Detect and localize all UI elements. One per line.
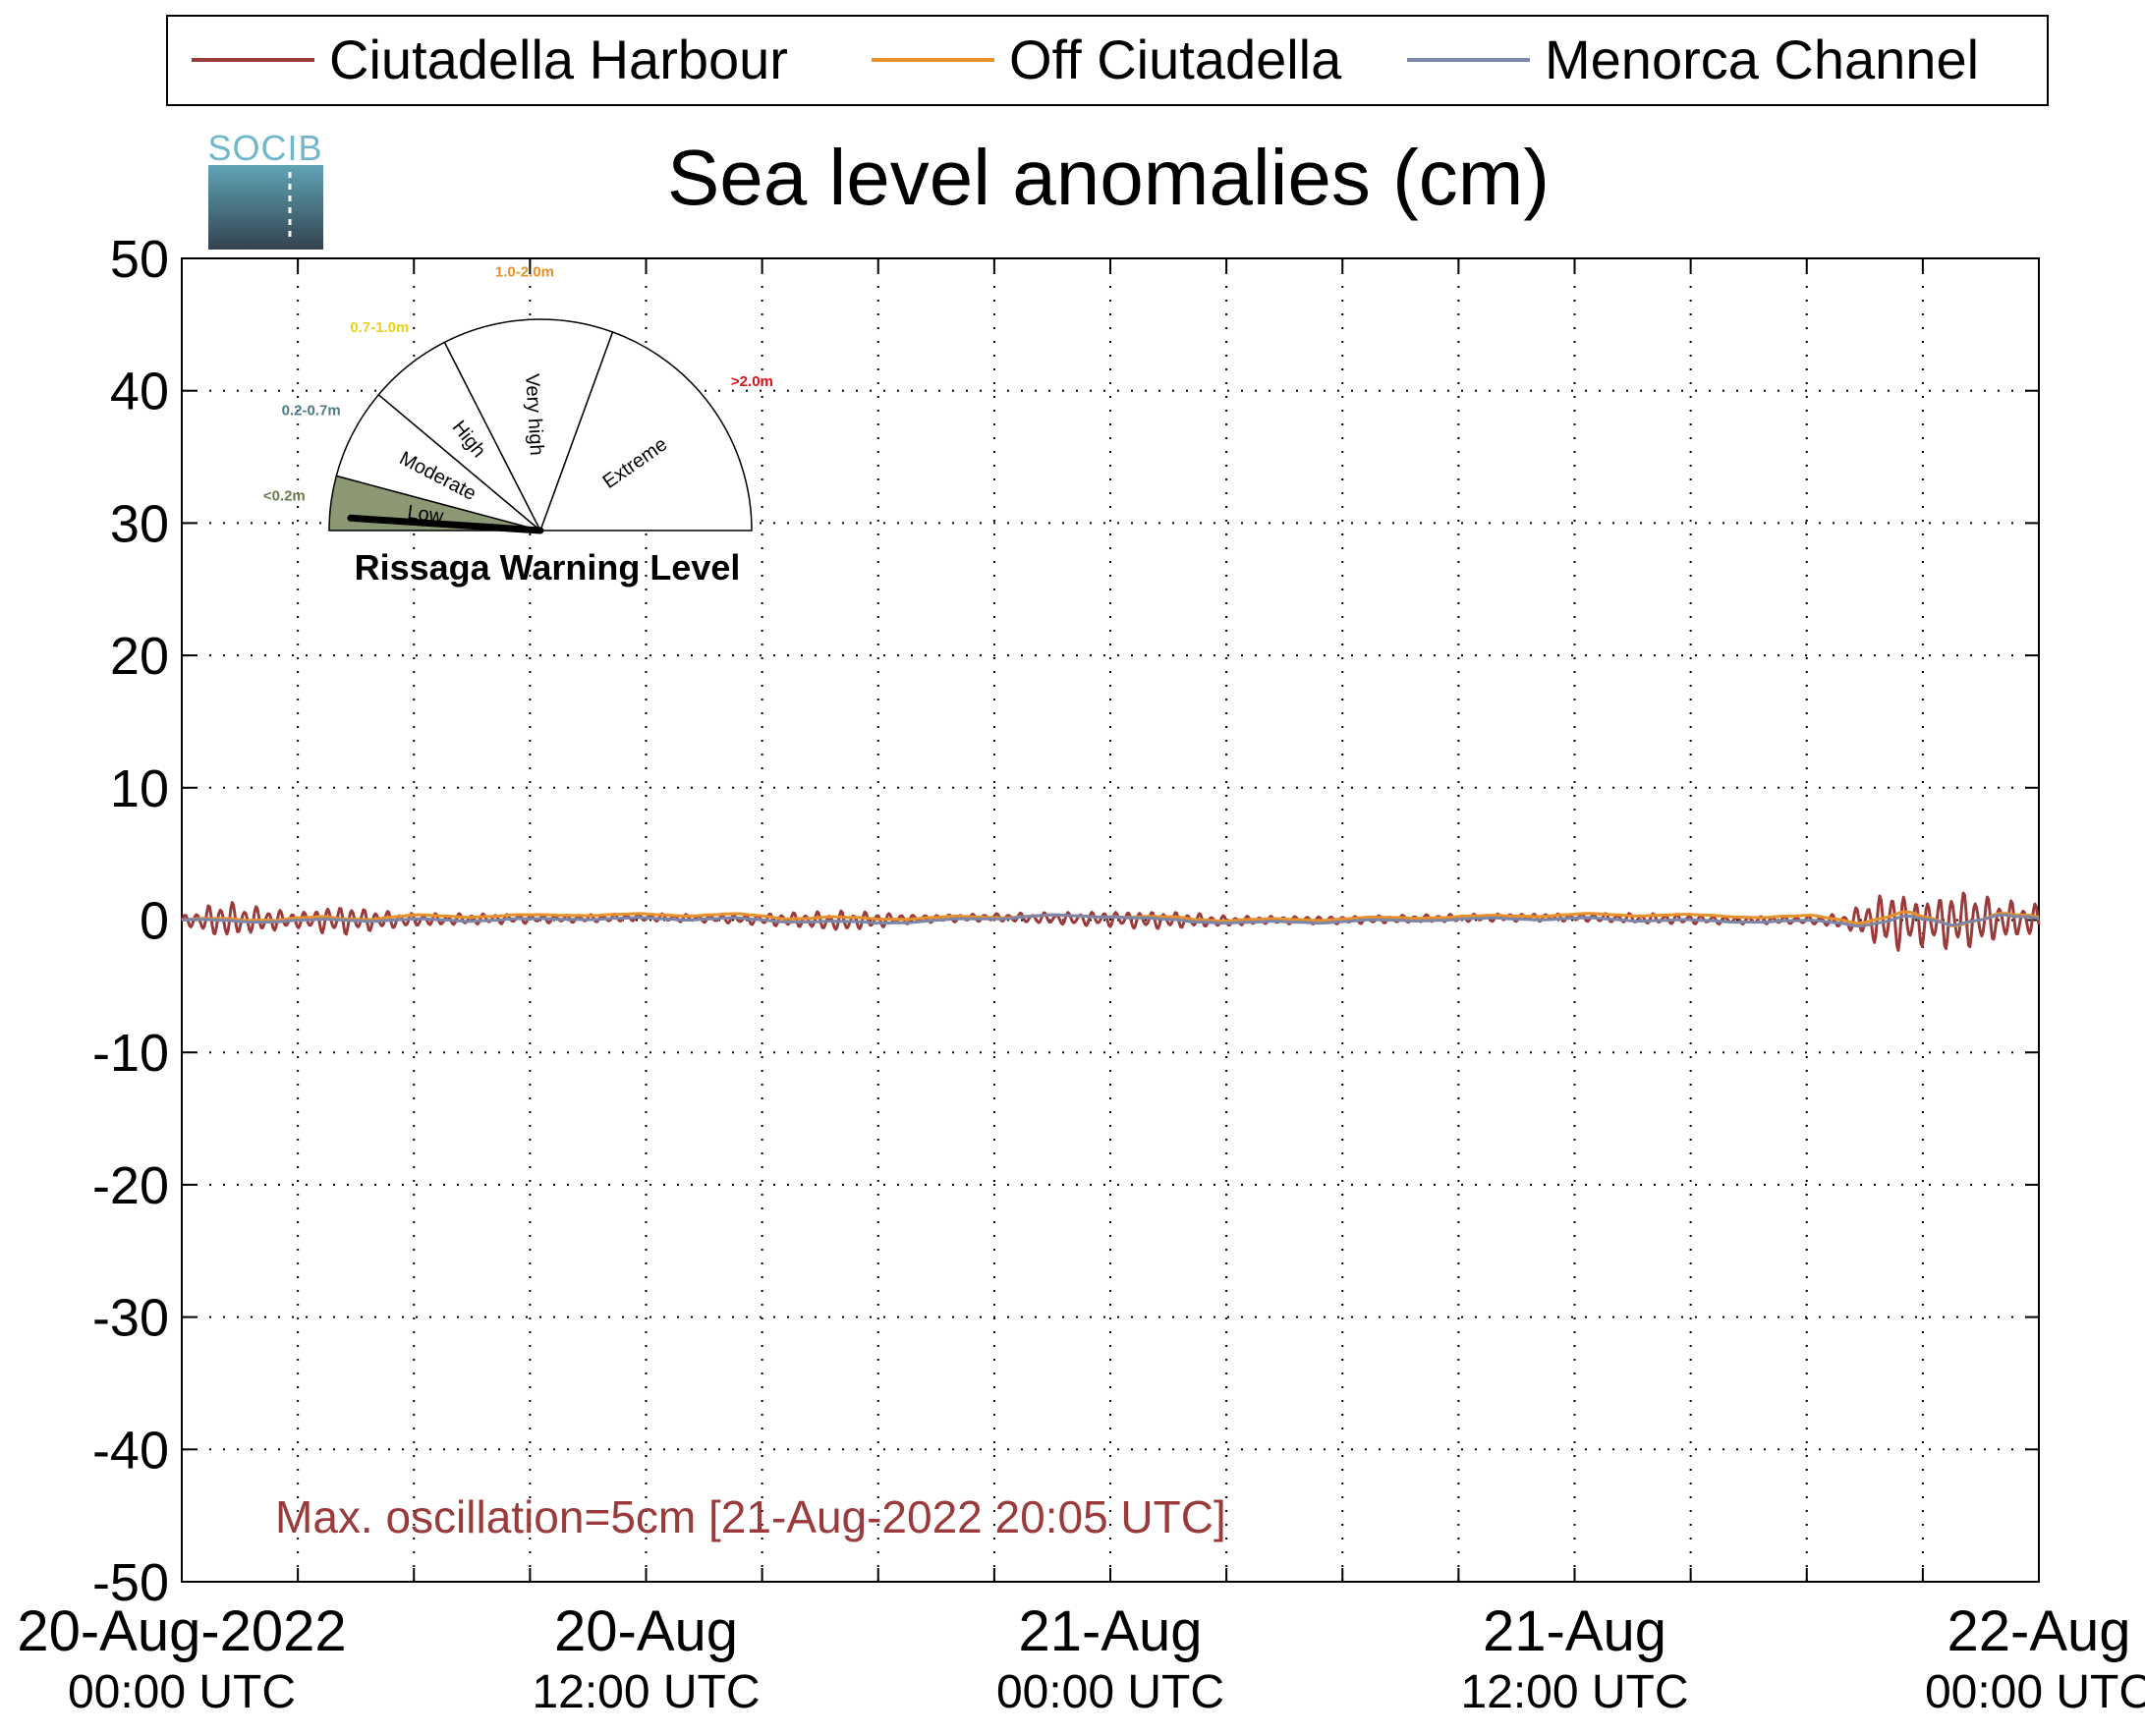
x-tick-label-time: 12:00 UTC	[1460, 1666, 1688, 1718]
x-tick-label-date: 22-Aug	[1947, 1599, 2130, 1663]
logo-gradient-block	[208, 165, 323, 250]
x-tick-label-date: 20-Aug	[554, 1599, 738, 1663]
gauge-range-label: 1.0-2.0m	[495, 263, 554, 280]
chart-title: Sea level anomalies (cm)	[667, 134, 1550, 221]
gauge-sector-very-high	[443, 318, 614, 532]
y-tick-label: -20	[92, 1156, 169, 1215]
y-tick-label: -30	[92, 1289, 169, 1348]
y-tick-label: 0	[140, 892, 169, 951]
rissaga-warning-gauge: Low<0.2m Moderate0.2-0.7mHigh0.7-1.0mVery…	[263, 263, 773, 534]
y-axis-tick-labels: 50 40 30 20 10 0 -10 -20 -30 -40 -50	[92, 230, 169, 1612]
gauge-range-label: <0.2m	[263, 488, 306, 505]
legend-frame	[166, 15, 2049, 106]
gauge-range-label: 0.7-1.0m	[350, 319, 409, 336]
gauge-needle	[347, 514, 544, 534]
y-tick-label: 10	[110, 759, 169, 818]
y-tick-label: 30	[110, 494, 169, 553]
legend-label-off-ciutadella: Off Ciutadella	[1009, 28, 1342, 90]
series-lines	[180, 891, 2041, 952]
gauge-sector-extreme	[538, 331, 753, 532]
logo-text: SOCIB	[207, 128, 322, 168]
x-tick-label-time: 00:00 UTC	[996, 1666, 1224, 1718]
x-tick-label-date: 21-Aug	[1483, 1599, 1666, 1663]
x-tick-label-time: 00:00 UTC	[1925, 1666, 2145, 1718]
gauge-title: Rissaga Warning Level	[355, 547, 741, 588]
series-line-menorca-channel	[181, 913, 2040, 928]
legend-label-menorca-channel: Menorca Channel	[1545, 28, 1979, 90]
x-tick-label-date: 21-Aug	[1018, 1599, 1202, 1663]
axis-ticks	[182, 257, 2039, 1583]
legend-label-ciutadella-harbour: Ciutadella Harbour	[329, 28, 788, 90]
y-tick-label: 40	[110, 363, 169, 421]
x-tick-label-time: 12:00 UTC	[532, 1666, 760, 1718]
max-oscillation-annotation: Max. oscillation=5cm [21-Aug-2022 20:05 …	[275, 1491, 1226, 1542]
gauge-range-label: 0.2-0.7m	[282, 403, 341, 420]
x-tick-label-date: 20-Aug-2022	[17, 1599, 346, 1663]
socib-logo: SOCIB	[207, 128, 323, 250]
legend: Ciutadella Harbour Off Ciutadella Menorc…	[166, 15, 2049, 106]
y-tick-label: -10	[92, 1024, 169, 1083]
y-tick-label: 20	[110, 627, 169, 686]
y-tick-label: -50	[92, 1553, 169, 1612]
y-tick-label: 50	[110, 230, 169, 289]
gauge-sector-label: Very high	[521, 373, 547, 457]
y-tick-label: -40	[92, 1421, 169, 1480]
x-tick-label-time: 00:00 UTC	[68, 1666, 296, 1718]
gauge-range-label: >2.0m	[731, 373, 773, 390]
